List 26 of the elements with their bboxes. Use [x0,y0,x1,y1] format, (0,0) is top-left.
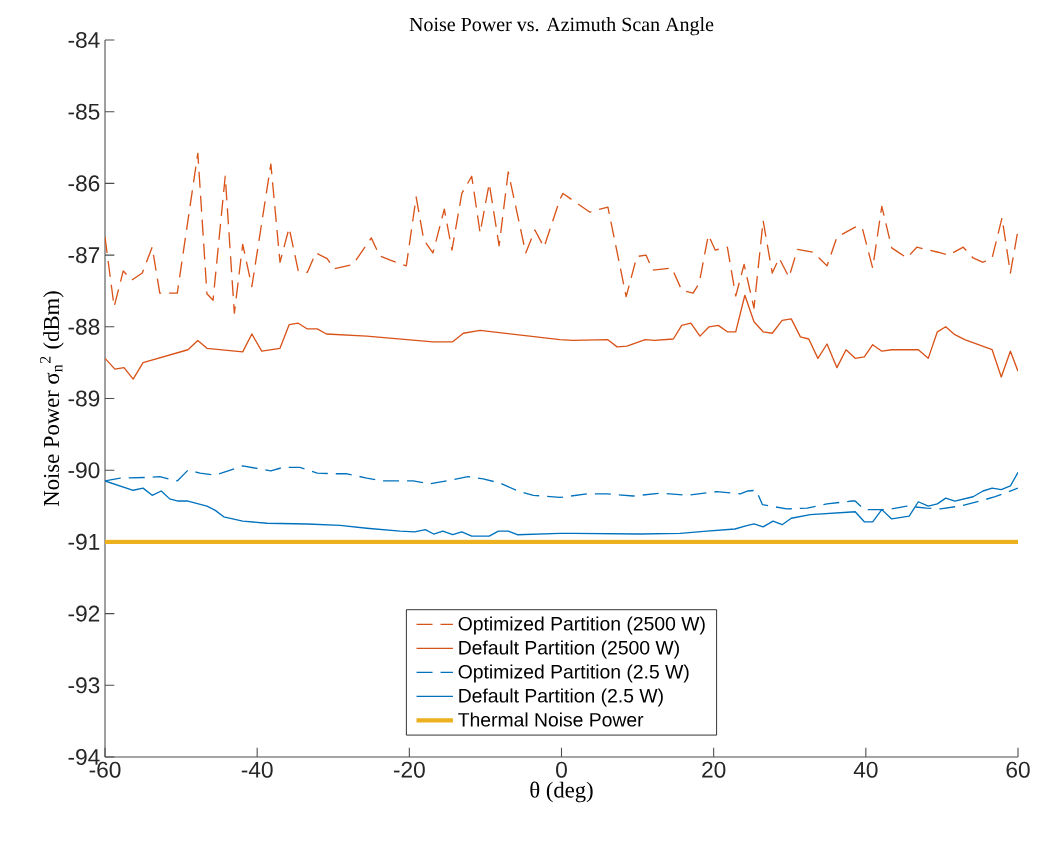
x-axis-title: θ (deg) [530,781,593,803]
legend-label: Thermal Noise Power [458,712,644,727]
y-tick-label: -91 [68,533,100,550]
y-tick-label: -90 [68,462,100,479]
legend-label: Optimized Partition (2.5 W) [458,664,689,683]
y-tick-label: -86 [68,175,100,192]
x-tick-label: 60 [1006,761,1030,778]
chart-title: Noise Power vs. Azimuth Scan Angle [409,17,714,36]
legend-label: Default Partition (2500 W) [459,640,679,659]
y-tick-label: -85 [68,103,100,120]
y-tick-label: -88 [68,318,100,335]
x-tick-label: 0 [556,761,567,778]
x-tick-label: 40 [853,761,878,778]
y-tick-label: -93 [68,677,100,694]
x-tick-label: 20 [702,761,726,778]
y-tick-label: -92 [68,605,100,622]
legend-label: Default Partition (2.5 W) [459,688,663,707]
x-tick-label: -20 [393,761,425,778]
x-tick-label: -40 [241,761,273,778]
y-axis-title: Noise Power σ$_{n}$$^{2}$ (dBm) [40,291,64,507]
legend-label: Optimized Partition (2500 W) [458,616,705,635]
y-tick-label: -87 [68,247,100,264]
y-tick-label: -89 [68,390,100,407]
y-tick-label: -84 [68,31,100,49]
line-series [105,294,1018,380]
line-series [105,152,1018,314]
